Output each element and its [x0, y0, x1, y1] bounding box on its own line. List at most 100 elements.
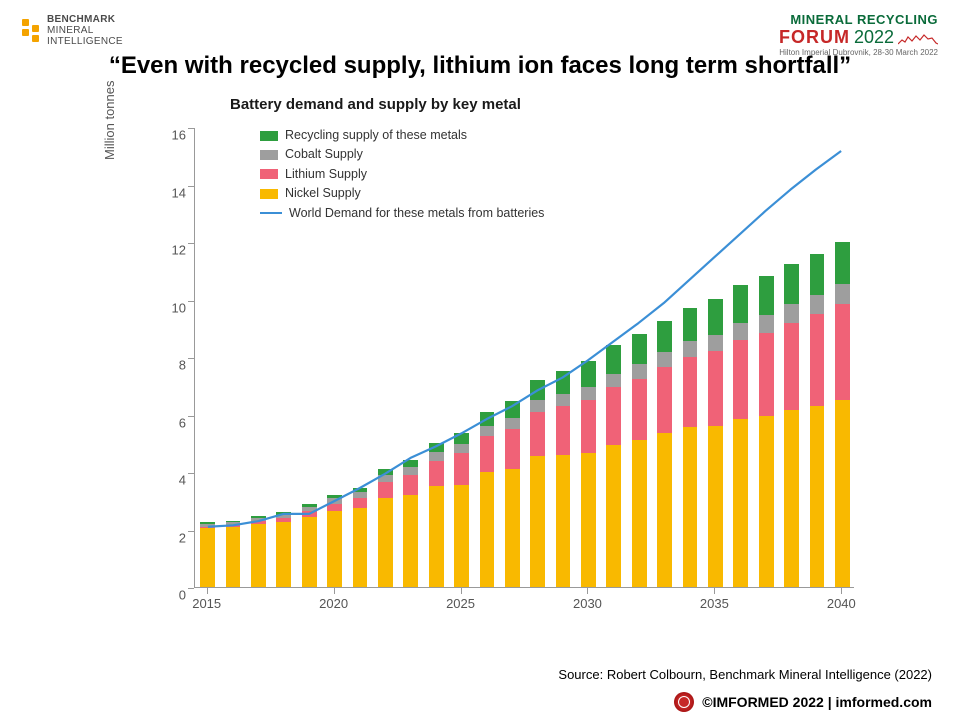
bar-seg-lithium: [759, 333, 774, 416]
forum-word: FORUM: [779, 27, 850, 48]
x-tick-label: 2020: [319, 596, 348, 656]
y-axis-label: Million tonnes: [102, 81, 117, 161]
benchmark-logo-icon: [22, 19, 39, 42]
bar-seg-lithium: [454, 453, 469, 485]
legend-item-demand_line: World Demand for these metals from batte…: [260, 204, 544, 223]
x-tick-mark: [461, 588, 462, 594]
legend-label: Lithium Supply: [285, 165, 367, 184]
bar-2032: [632, 334, 647, 587]
bar-seg-lithium: [784, 323, 799, 411]
bar-seg-recycling: [454, 433, 469, 445]
bar-seg-nickel: [327, 511, 342, 587]
bar-seg-nickel: [632, 440, 647, 587]
bar-seg-cobalt: [480, 426, 495, 436]
bar-2035: [708, 299, 723, 587]
y-tick-label: 10: [156, 300, 186, 315]
bar-seg-lithium: [632, 379, 647, 441]
bar-seg-recycling: [480, 412, 495, 426]
bar-seg-lithium: [810, 314, 825, 406]
legend: Recycling supply of these metalsCobalt S…: [260, 126, 544, 223]
y-tick-label: 2: [156, 530, 186, 545]
x-tick-label: 2040: [827, 596, 856, 656]
bar-seg-lithium: [378, 482, 393, 498]
logo-text-1: BENCHMARK: [47, 14, 123, 25]
bar-seg-nickel: [480, 472, 495, 587]
bar-seg-lithium: [733, 340, 748, 419]
y-tick-label: 12: [156, 243, 186, 258]
bar-seg-nickel: [429, 486, 444, 587]
bar-seg-nickel: [657, 433, 672, 587]
bar-2027: [505, 401, 520, 587]
headline-row: “Even with recycled supply, lithium ion …: [0, 52, 960, 80]
bar-2031: [606, 345, 621, 587]
bar-seg-nickel: [505, 469, 520, 587]
bar-seg-nickel: [733, 419, 748, 587]
legend-item-lithium: Lithium Supply: [260, 165, 544, 184]
bar-2033: [657, 321, 672, 588]
bar-seg-recycling: [556, 371, 571, 394]
bar-seg-cobalt: [759, 315, 774, 333]
bar-seg-nickel: [810, 406, 825, 587]
bar-seg-cobalt: [505, 418, 520, 429]
y-tick-label: 6: [156, 415, 186, 430]
bar-seg-lithium: [835, 304, 850, 400]
imformed-logo-icon: [674, 692, 694, 712]
bar-2018: [276, 512, 291, 587]
bar-seg-nickel: [606, 445, 621, 587]
bar-seg-recycling: [784, 264, 799, 304]
bar-seg-nickel: [708, 426, 723, 587]
bar-seg-nickel: [302, 517, 317, 587]
bar-2039: [810, 254, 825, 587]
y-tick-label: 14: [156, 185, 186, 200]
bar-seg-nickel: [454, 485, 469, 587]
legend-label: Cobalt Supply: [285, 145, 363, 164]
bar-seg-cobalt: [429, 452, 444, 461]
bar-seg-lithium: [683, 357, 698, 427]
legend-swatch-line: [260, 212, 282, 214]
bar-2026: [480, 412, 495, 587]
legend-label: Recycling supply of these metals: [285, 126, 467, 145]
bar-2028: [530, 380, 545, 587]
legend-label: World Demand for these metals from batte…: [289, 204, 544, 223]
bar-seg-nickel: [759, 416, 774, 587]
bar-2030: [581, 361, 596, 587]
y-tick-mark: [188, 588, 194, 589]
y-tick-label: 0: [156, 588, 186, 603]
bar-seg-nickel: [530, 456, 545, 587]
bar-seg-recycling: [733, 285, 748, 322]
bar-2038: [784, 264, 799, 587]
bar-2015: [200, 522, 215, 587]
bar-seg-lithium: [556, 406, 571, 455]
bar-seg-nickel: [200, 528, 215, 587]
legend-swatch: [260, 189, 278, 199]
x-tick-mark: [334, 588, 335, 594]
slide: BENCHMARK MINERAL INTELLIGENCE MINERAL R…: [0, 0, 960, 720]
bar-seg-cobalt: [835, 284, 850, 304]
forum-title: MINERAL RECYCLING: [790, 12, 938, 27]
x-tick-label: 2015: [192, 596, 221, 656]
skyline-icon: [898, 31, 938, 45]
bar-2034: [683, 308, 698, 587]
bar-2029: [556, 371, 571, 587]
chart-title: Battery demand and supply by key metal: [230, 96, 521, 113]
bar-seg-cobalt: [784, 304, 799, 322]
bar-seg-cobalt: [733, 323, 748, 340]
bar-2022: [378, 469, 393, 587]
footer: ©IMFORMED 2022 | imformed.com: [674, 692, 932, 712]
bar-seg-cobalt: [454, 444, 469, 453]
bar-2017: [251, 516, 266, 587]
x-tick-label: 2035: [700, 596, 729, 656]
x-tick-mark: [207, 588, 208, 594]
legend-item-cobalt: Cobalt Supply: [260, 145, 544, 164]
bar-seg-nickel: [276, 522, 291, 587]
bar-2037: [759, 276, 774, 587]
bar-seg-cobalt: [556, 394, 571, 406]
bar-seg-cobalt: [530, 400, 545, 412]
bar-2024: [429, 443, 444, 587]
logo-benchmark: BENCHMARK MINERAL INTELLIGENCE: [22, 14, 123, 47]
bar-seg-nickel: [226, 527, 241, 587]
forum-year: 2022: [854, 27, 894, 48]
bar-seg-recycling: [505, 401, 520, 418]
bar-seg-lithium: [403, 475, 418, 495]
bar-seg-cobalt: [581, 387, 596, 400]
